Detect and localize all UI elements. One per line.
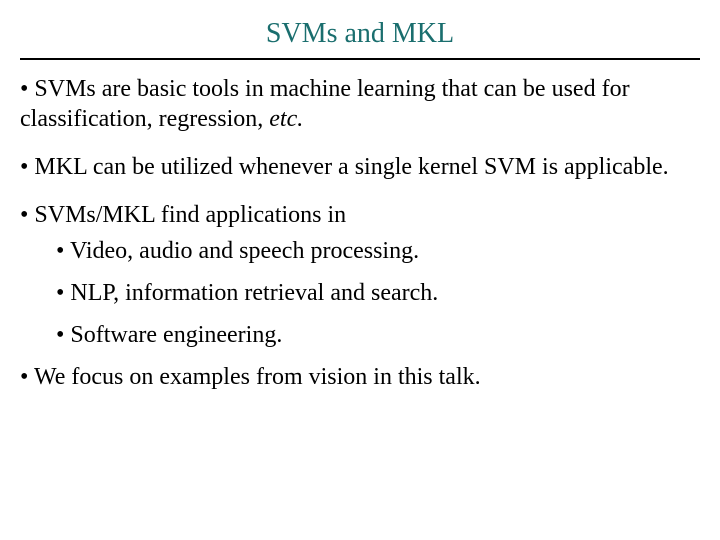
title-rule [20,58,700,60]
bullet-3-sub-2: • NLP, information retrieval and search. [56,278,700,308]
slide-title: SVMs and MKL [20,18,700,50]
bullet-1-etc: etc. [269,106,303,132]
bullet-3-sub-3: • Software engineering. [56,320,700,350]
bullet-1-text: • SVMs are basic tools in machine learni… [20,76,630,132]
slide-container: SVMs and MKL • SVMs are basic tools in m… [0,0,720,540]
bullet-1: • SVMs are basic tools in machine learni… [20,74,700,134]
bullet-3-sub-1: • Video, audio and speech processing. [56,236,700,266]
bullet-3: • SVMs/MKL find applications in [20,200,700,230]
bullet-2: • MKL can be utilized whenever a single … [20,152,700,182]
bullet-4: • We focus on examples from vision in th… [20,362,700,392]
